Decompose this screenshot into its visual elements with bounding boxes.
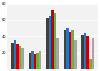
Bar — [69, 32, 71, 69]
Bar — [46, 18, 49, 69]
Bar — [19, 46, 21, 69]
Bar — [66, 28, 69, 69]
Bar — [36, 53, 39, 69]
Bar — [14, 40, 16, 69]
Bar — [84, 33, 86, 69]
Bar — [56, 38, 59, 69]
Bar — [86, 36, 89, 69]
Bar — [31, 51, 34, 69]
Bar — [39, 51, 41, 69]
Bar — [74, 40, 76, 69]
Bar — [34, 54, 36, 69]
Bar — [54, 13, 56, 69]
Bar — [89, 59, 92, 69]
Bar — [64, 30, 66, 69]
Bar — [92, 38, 94, 69]
Bar — [49, 16, 51, 69]
Bar — [29, 53, 31, 69]
Bar — [11, 43, 14, 69]
Bar — [16, 44, 19, 69]
Bar — [71, 30, 74, 69]
Bar — [21, 48, 24, 69]
Bar — [81, 35, 84, 69]
Bar — [51, 10, 54, 69]
